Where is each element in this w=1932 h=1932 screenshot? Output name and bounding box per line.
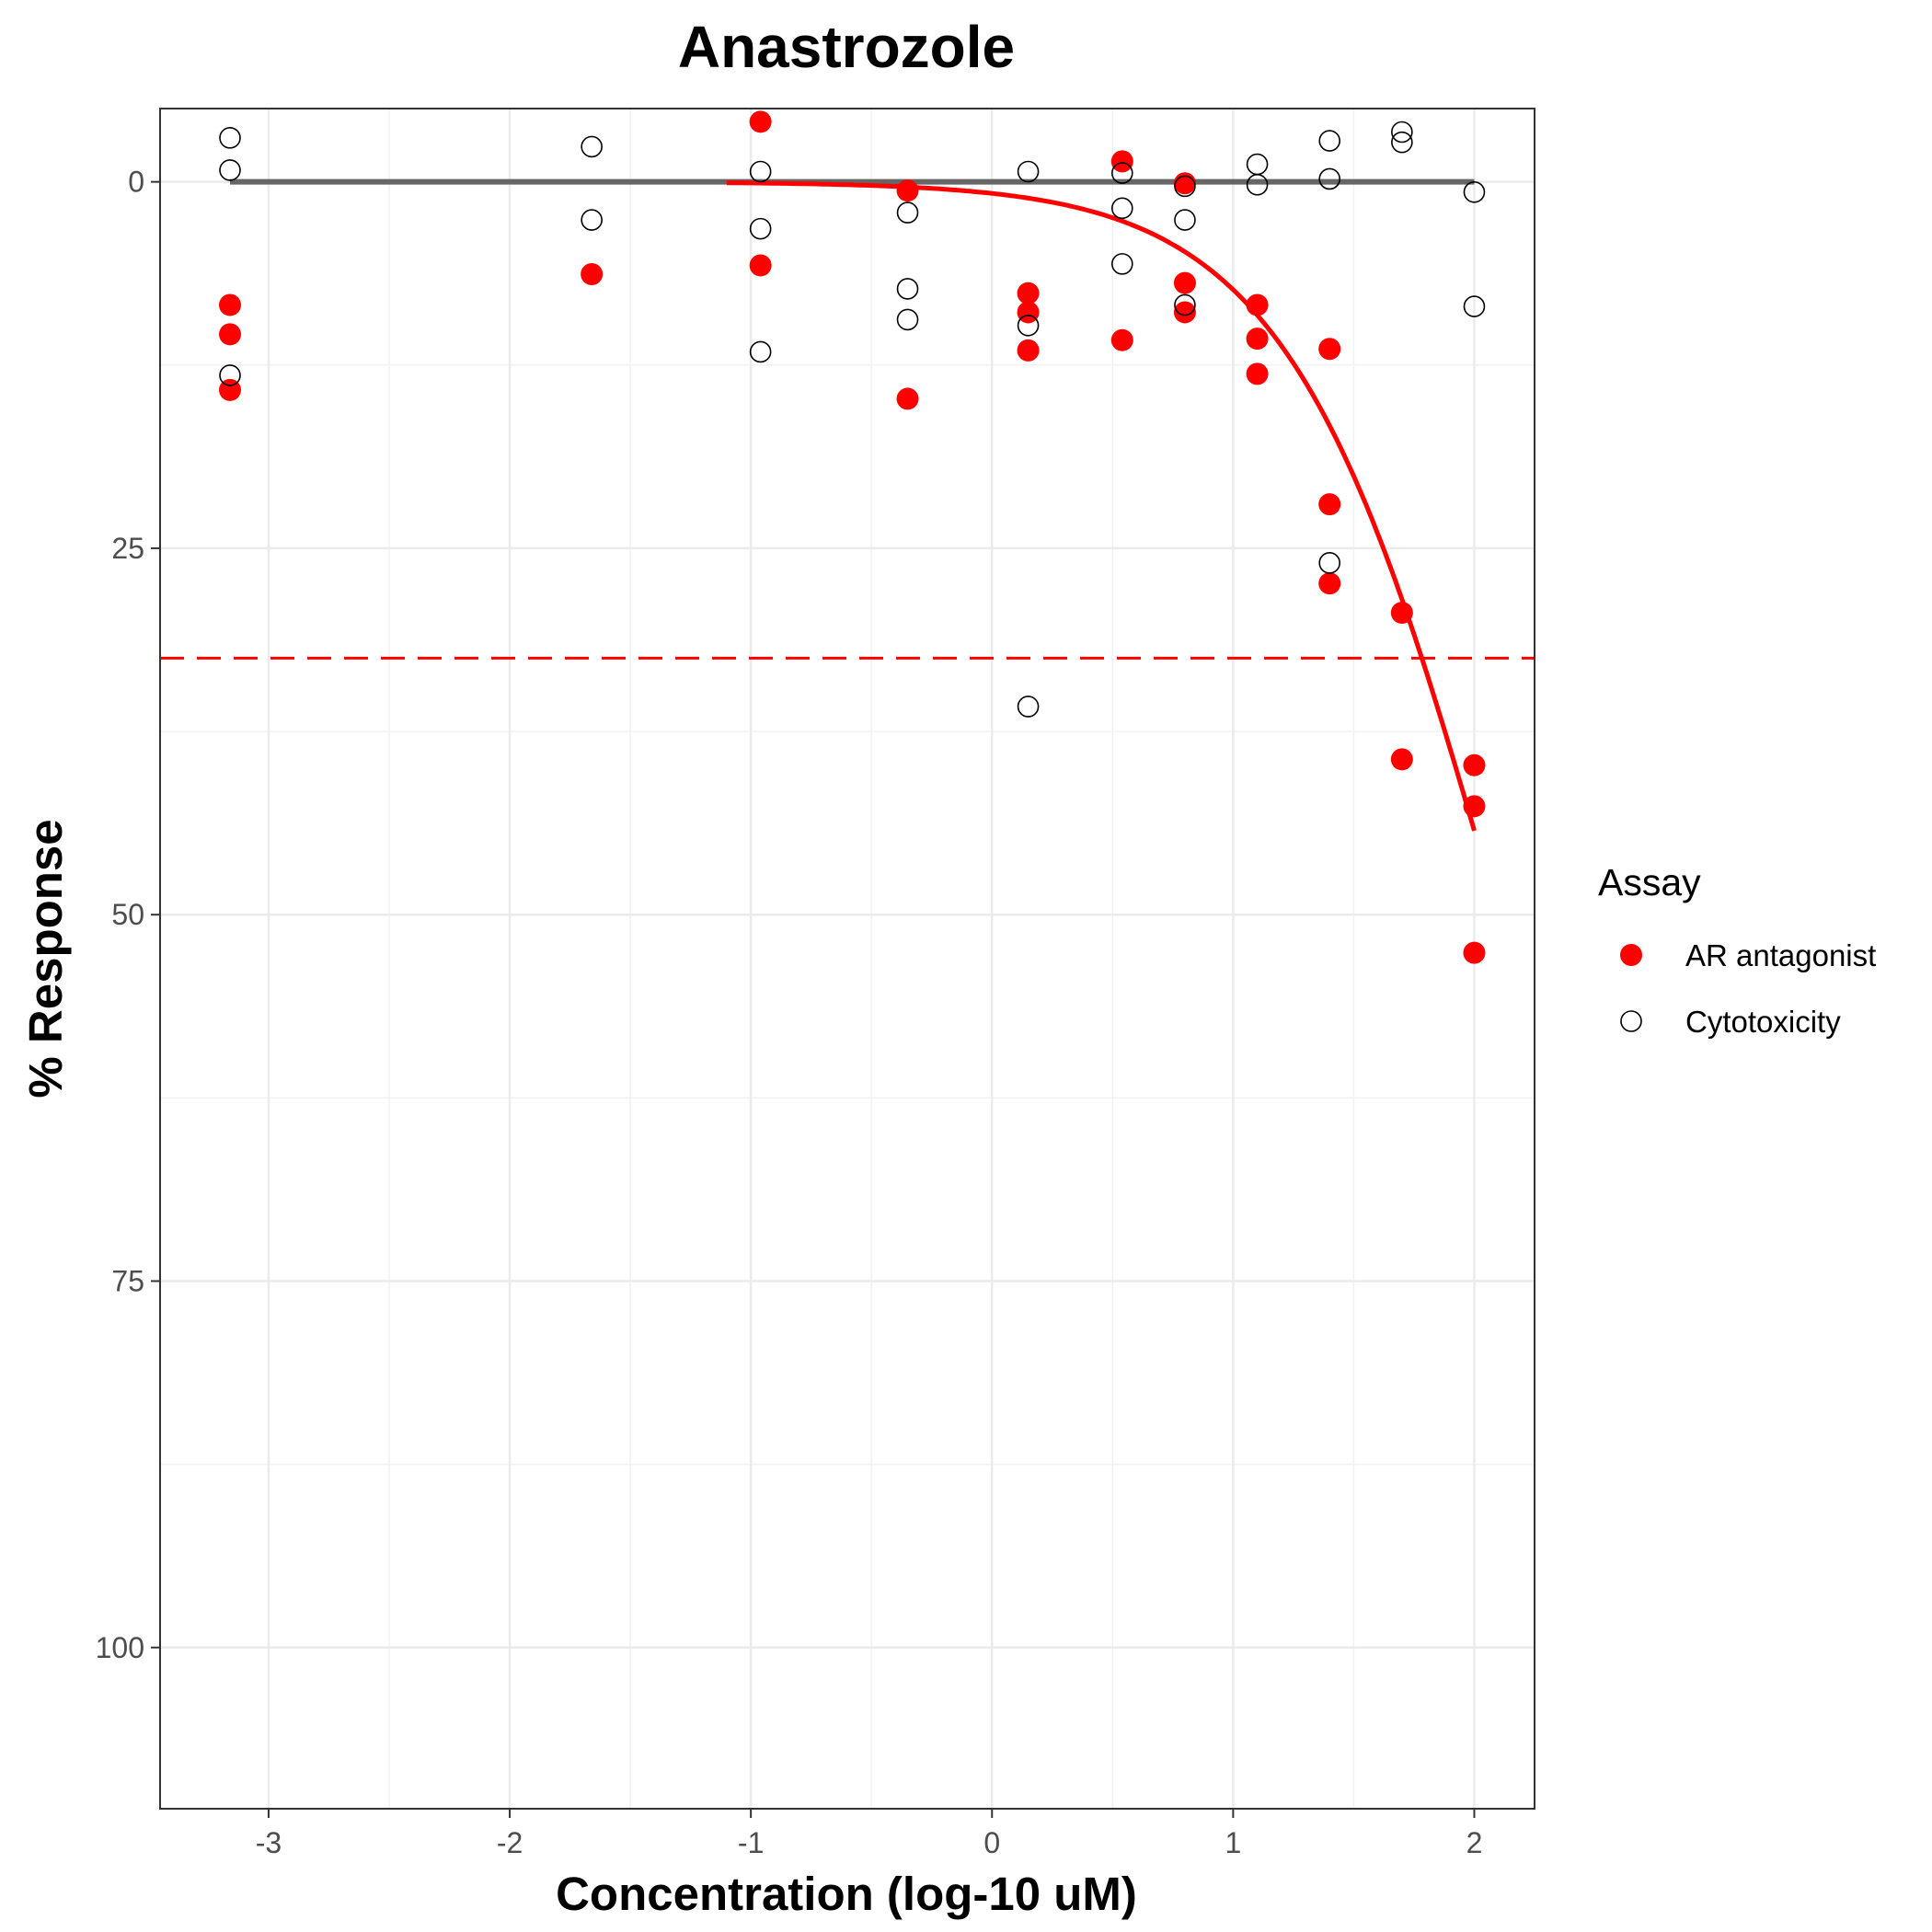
point-ar-antagonist [1463, 941, 1486, 964]
point-cytotoxicity [1246, 153, 1269, 176]
point-cytotoxicity [1318, 552, 1341, 574]
point-ar-antagonist [1390, 602, 1413, 625]
point-ar-antagonist [1318, 572, 1341, 595]
legend-label-ar-antagonist: AR antagonist [1685, 938, 1876, 972]
point-ar-antagonist [1173, 301, 1196, 324]
point-ar-antagonist [1463, 753, 1486, 776]
point-ar-antagonist [1246, 293, 1269, 316]
y-axis-title: % Response [19, 819, 72, 1098]
y-tick-label: 100 [96, 1631, 144, 1664]
point-ar-antagonist [1017, 282, 1040, 305]
x-axis: -3 -2 -1 0 1 2 [256, 1809, 1483, 1859]
point-cytotoxicity [1318, 167, 1341, 190]
point-ar-antagonist [896, 179, 919, 202]
point-cytotoxicity [749, 217, 772, 240]
point-cytotoxicity [1111, 253, 1133, 275]
point-cytotoxicity [219, 127, 241, 149]
y-tick-label: 75 [111, 1264, 144, 1297]
point-cytotoxicity [896, 201, 919, 224]
legend-key-cytotoxicity [1620, 1010, 1642, 1032]
x-tick-label: -1 [738, 1826, 764, 1859]
point-cytotoxicity [1246, 174, 1269, 196]
point-ar-antagonist [749, 110, 772, 133]
x-tick-label: -2 [497, 1826, 523, 1859]
x-tick-label: 0 [983, 1826, 1000, 1859]
point-cytotoxicity [1318, 130, 1341, 152]
point-cytotoxicity [1463, 295, 1486, 317]
legend-title: Assay [1598, 861, 1701, 903]
point-ar-antagonist [1246, 362, 1269, 385]
legend-key-ar-antagonist [1620, 944, 1642, 966]
point-ar-antagonist [1017, 339, 1040, 362]
point-ar-antagonist [1173, 271, 1196, 294]
point-ar-antagonist [1318, 338, 1341, 361]
point-cytotoxicity [219, 159, 241, 181]
point-cytotoxicity [219, 364, 241, 386]
point-ar-antagonist [219, 323, 242, 346]
point-ar-antagonist [896, 387, 919, 410]
y-tick-label: 0 [128, 166, 144, 199]
point-cytotoxicity [896, 278, 919, 300]
x-tick-label: 2 [1466, 1826, 1483, 1859]
point-cytotoxicity [1391, 131, 1413, 154]
point-cytotoxicity [1174, 209, 1196, 231]
chart-title: Anastrozole [678, 14, 1015, 80]
point-cytotoxicity [1111, 162, 1133, 184]
point-cytotoxicity [1463, 181, 1486, 203]
point-ar-antagonist [1110, 150, 1133, 173]
plot-panel-border [159, 108, 1535, 1810]
point-cytotoxicity [749, 160, 772, 183]
point-ar-antagonist [581, 263, 604, 286]
point-cytotoxicity [1017, 160, 1040, 183]
grid-major [160, 109, 1535, 1809]
fit-curve-ar-antagonist [726, 180, 1477, 832]
x-axis-title: Concentration (log-10 uM) [556, 1868, 1137, 1920]
point-cytotoxicity [1174, 293, 1196, 316]
point-cytotoxicity [581, 209, 603, 231]
point-ar-antagonist [1110, 328, 1133, 351]
legend: Assay AR antagonist Cytotoxicity [1598, 861, 1876, 1039]
legend-label-cytotoxicity: Cytotoxicity [1685, 1005, 1841, 1039]
y-tick-label: 50 [111, 898, 144, 931]
point-ar-antagonist [749, 254, 772, 277]
point-cytotoxicity [1017, 314, 1040, 337]
point-ar-antagonist [1246, 328, 1269, 351]
x-tick-label: -3 [256, 1826, 282, 1859]
grid-minor [160, 109, 1535, 1809]
x-tick-label: 1 [1225, 1826, 1241, 1859]
y-axis: 0 25 50 75 100 [96, 166, 160, 1664]
point-ar-antagonist [1463, 795, 1486, 818]
point-ar-antagonist [219, 293, 242, 316]
point-cytotoxicity [1111, 197, 1133, 220]
point-cytotoxicity [1391, 121, 1413, 144]
point-ar-antagonist [1390, 748, 1413, 771]
point-cytotoxicity [1017, 696, 1040, 718]
point-ar-antagonist [1318, 493, 1341, 516]
y-tick-label: 25 [111, 532, 144, 565]
point-cytotoxicity [896, 308, 919, 331]
point-cytotoxicity [1174, 175, 1196, 198]
point-cytotoxicity [749, 340, 772, 363]
fit-lines [230, 178, 1477, 832]
point-cytotoxicity [581, 135, 603, 158]
data-points [219, 110, 1486, 964]
